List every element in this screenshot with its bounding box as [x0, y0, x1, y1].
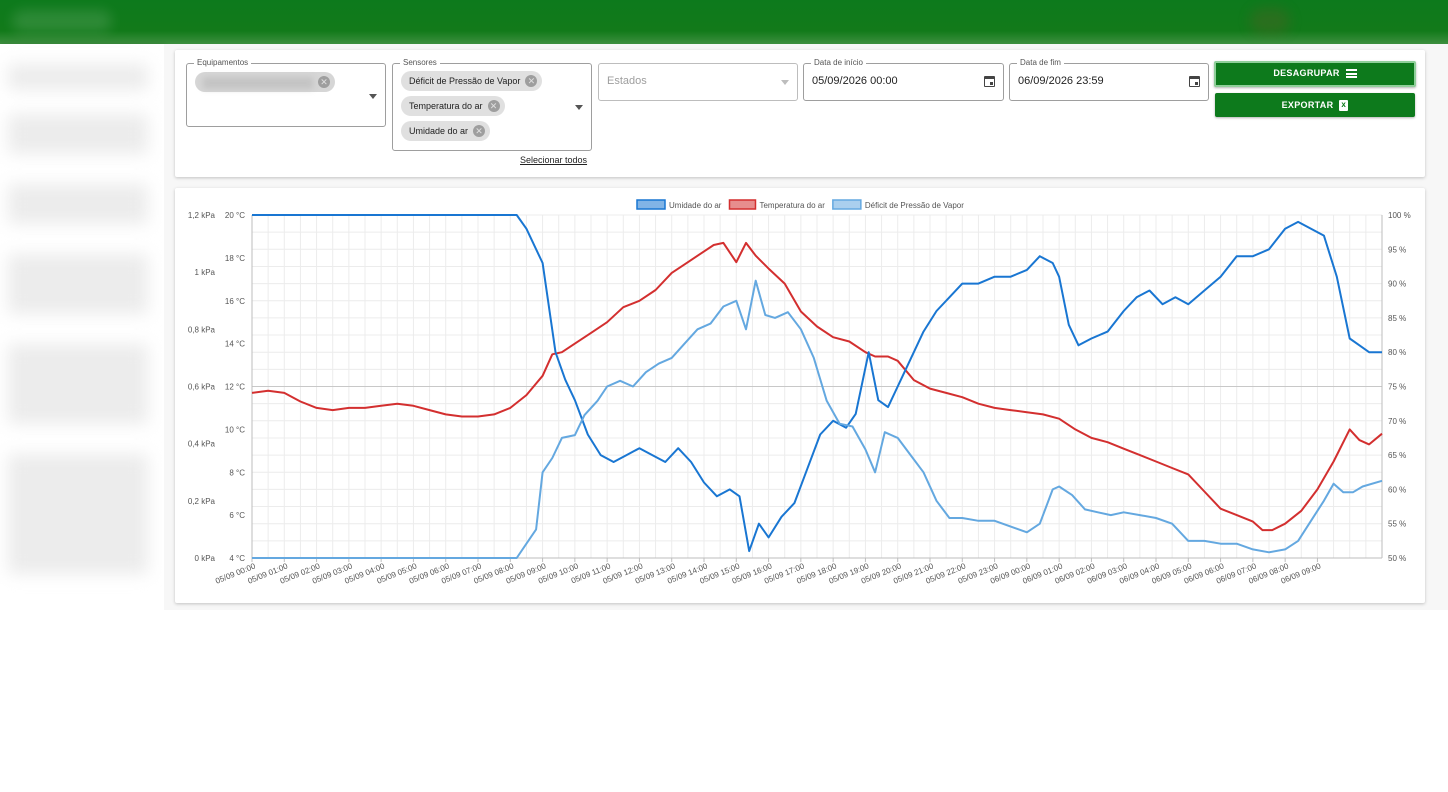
sensor-chip-temperature[interactable]: Temperatura do ar ✕: [401, 96, 505, 116]
chevron-down-icon[interactable]: [369, 94, 377, 99]
temperature-axis-tick-label: 20 °C: [225, 211, 245, 220]
legend-label: Umidade do ar: [669, 201, 722, 210]
pressure-axis-tick-label: 0,6 kPa: [188, 383, 216, 392]
chip-remove-icon[interactable]: ✕: [318, 76, 330, 88]
temperature-axis-tick-label: 10 °C: [225, 425, 245, 434]
pressure-axis-tick-label: 0,2 kPa: [188, 497, 216, 506]
humidity-axis-tick-label: 100 %: [1388, 211, 1411, 220]
filters-card: Equipamentos ✕ Sensores Déficit de Press…: [175, 50, 1425, 177]
sidebar-blurred-item[interactable]: [8, 254, 148, 314]
humidity-axis-tick-label: 75 %: [1388, 383, 1406, 392]
humidity-axis-tick-label: 95 %: [1388, 245, 1406, 254]
end-date-field[interactable]: Data de fim 06/09/2026 23:59: [1009, 58, 1209, 101]
main-content-lower: [164, 610, 1448, 792]
end-date-value: 06/09/2026 23:59: [1018, 75, 1104, 87]
equipment-label: Equipamentos: [194, 58, 252, 68]
chip-label: Déficit de Pressão de Vapor: [409, 76, 521, 86]
legend-swatch: [728, 199, 757, 210]
menu-icon: [1345, 69, 1357, 79]
pressure-axis-tick-label: 0,4 kPa: [188, 440, 216, 449]
ungroup-button-label: DESAGRUPAR: [1273, 68, 1340, 78]
chip-remove-icon[interactable]: ✕: [487, 100, 500, 112]
sensors-label: Sensores: [400, 58, 440, 68]
blurred-user-avatar[interactable]: [1250, 8, 1290, 34]
sensor-line-chart[interactable]: 0 kPa 0,2 kPa 0,4 kPa 0,6 kPa 0,8 kPa 1 kPa 1,…: [175, 188, 1425, 603]
export-button-label: EXPORTAR: [1281, 100, 1334, 110]
humidity-axis-tick-label: 50 %: [1388, 554, 1406, 563]
equipment-select[interactable]: Equipamentos ✕: [186, 58, 386, 127]
start-date-value: 05/09/2026 00:00: [812, 75, 898, 87]
chip-remove-icon[interactable]: ✕: [473, 125, 486, 137]
chip-label: Umidade do ar: [409, 126, 469, 136]
pressure-axis-tick-label: 1,2 kPa: [188, 211, 216, 220]
start-date-field[interactable]: Data de início 05/09/2026 00:00: [803, 58, 1004, 101]
start-date-label: Data de início: [811, 58, 866, 68]
series-line-2: [252, 279, 1383, 559]
sidebar-blurred-item[interactable]: [8, 114, 148, 154]
temperature-axis-tick-label: 4 °C: [229, 554, 245, 563]
legend-label: Déficit de Pressão de Vapor: [865, 201, 964, 210]
pressure-axis-tick-label: 1 kPa: [195, 268, 216, 277]
sidebar-blurred-item[interactable]: [8, 454, 148, 574]
ungroup-button[interactable]: DESAGRUPAR: [1214, 61, 1416, 87]
temperature-axis-tick-label: 18 °C: [225, 254, 245, 263]
chevron-down-icon[interactable]: [575, 105, 583, 110]
sidebar-blurred-item[interactable]: [8, 64, 148, 90]
chip-remove-icon[interactable]: ✕: [525, 75, 538, 87]
temperature-axis-tick-label: 8 °C: [229, 468, 245, 477]
legend-swatch: [832, 199, 862, 210]
sensors-select[interactable]: Sensores Déficit de Pressão de Vapor ✕ T…: [392, 58, 592, 151]
sidebar-blurred-item[interactable]: [8, 344, 148, 424]
equipment-chip[interactable]: ✕: [195, 72, 335, 92]
sidebar: [0, 44, 164, 792]
humidity-axis-tick-label: 60 %: [1388, 485, 1406, 494]
temperature-axis-tick-label: 16 °C: [225, 297, 245, 306]
end-date-label: Data de fim: [1017, 58, 1064, 68]
temperature-axis-tick-label: 14 °C: [225, 340, 245, 349]
legend-label: Temperatura do ar: [759, 201, 825, 210]
chart-card: 0 kPa 0,2 kPa 0,4 kPa 0,6 kPa 0,8 kPa 1 kPa 1,…: [175, 188, 1425, 603]
series-line-0: [251, 241, 1383, 532]
humidity-axis-tick-label: 90 %: [1388, 280, 1406, 289]
temperature-axis-tick-label: 6 °C: [229, 511, 245, 520]
select-all-link[interactable]: Selecionar todos: [520, 155, 588, 165]
export-button[interactable]: EXPORTAR: [1215, 93, 1415, 117]
pressure-axis-tick-label: 0,8 kPa: [188, 325, 216, 334]
states-select[interactable]: Estados: [598, 63, 798, 101]
calendar-icon[interactable]: [984, 76, 995, 87]
sidebar-blurred-item[interactable]: [8, 184, 148, 224]
chip-label: Temperatura do ar: [409, 101, 483, 111]
calendar-icon[interactable]: [1189, 76, 1200, 87]
humidity-axis-tick-label: 80 %: [1388, 348, 1406, 357]
legend-swatch: [636, 199, 666, 210]
series-line-1: [252, 214, 1382, 553]
humidity-axis-tick-label: 70 %: [1388, 417, 1406, 426]
humidity-axis-tick-label: 85 %: [1388, 314, 1406, 323]
sensor-chip-humidity[interactable]: Umidade do ar ✕: [401, 121, 491, 141]
sensor-chip-vpd[interactable]: Déficit de Pressão de Vapor ✕: [401, 71, 543, 91]
humidity-axis-tick-label: 65 %: [1388, 451, 1406, 460]
temperature-axis-tick-label: 12 °C: [225, 383, 245, 392]
excel-file-icon: [1339, 93, 1349, 117]
states-placeholder: Estados: [607, 75, 647, 87]
chevron-down-icon[interactable]: [781, 80, 789, 85]
top-app-bar: [0, 0, 1448, 44]
pressure-axis-tick-label: 0 kPa: [195, 554, 216, 563]
blurred-logo: [12, 10, 112, 32]
humidity-axis-tick-label: 55 %: [1388, 520, 1406, 529]
